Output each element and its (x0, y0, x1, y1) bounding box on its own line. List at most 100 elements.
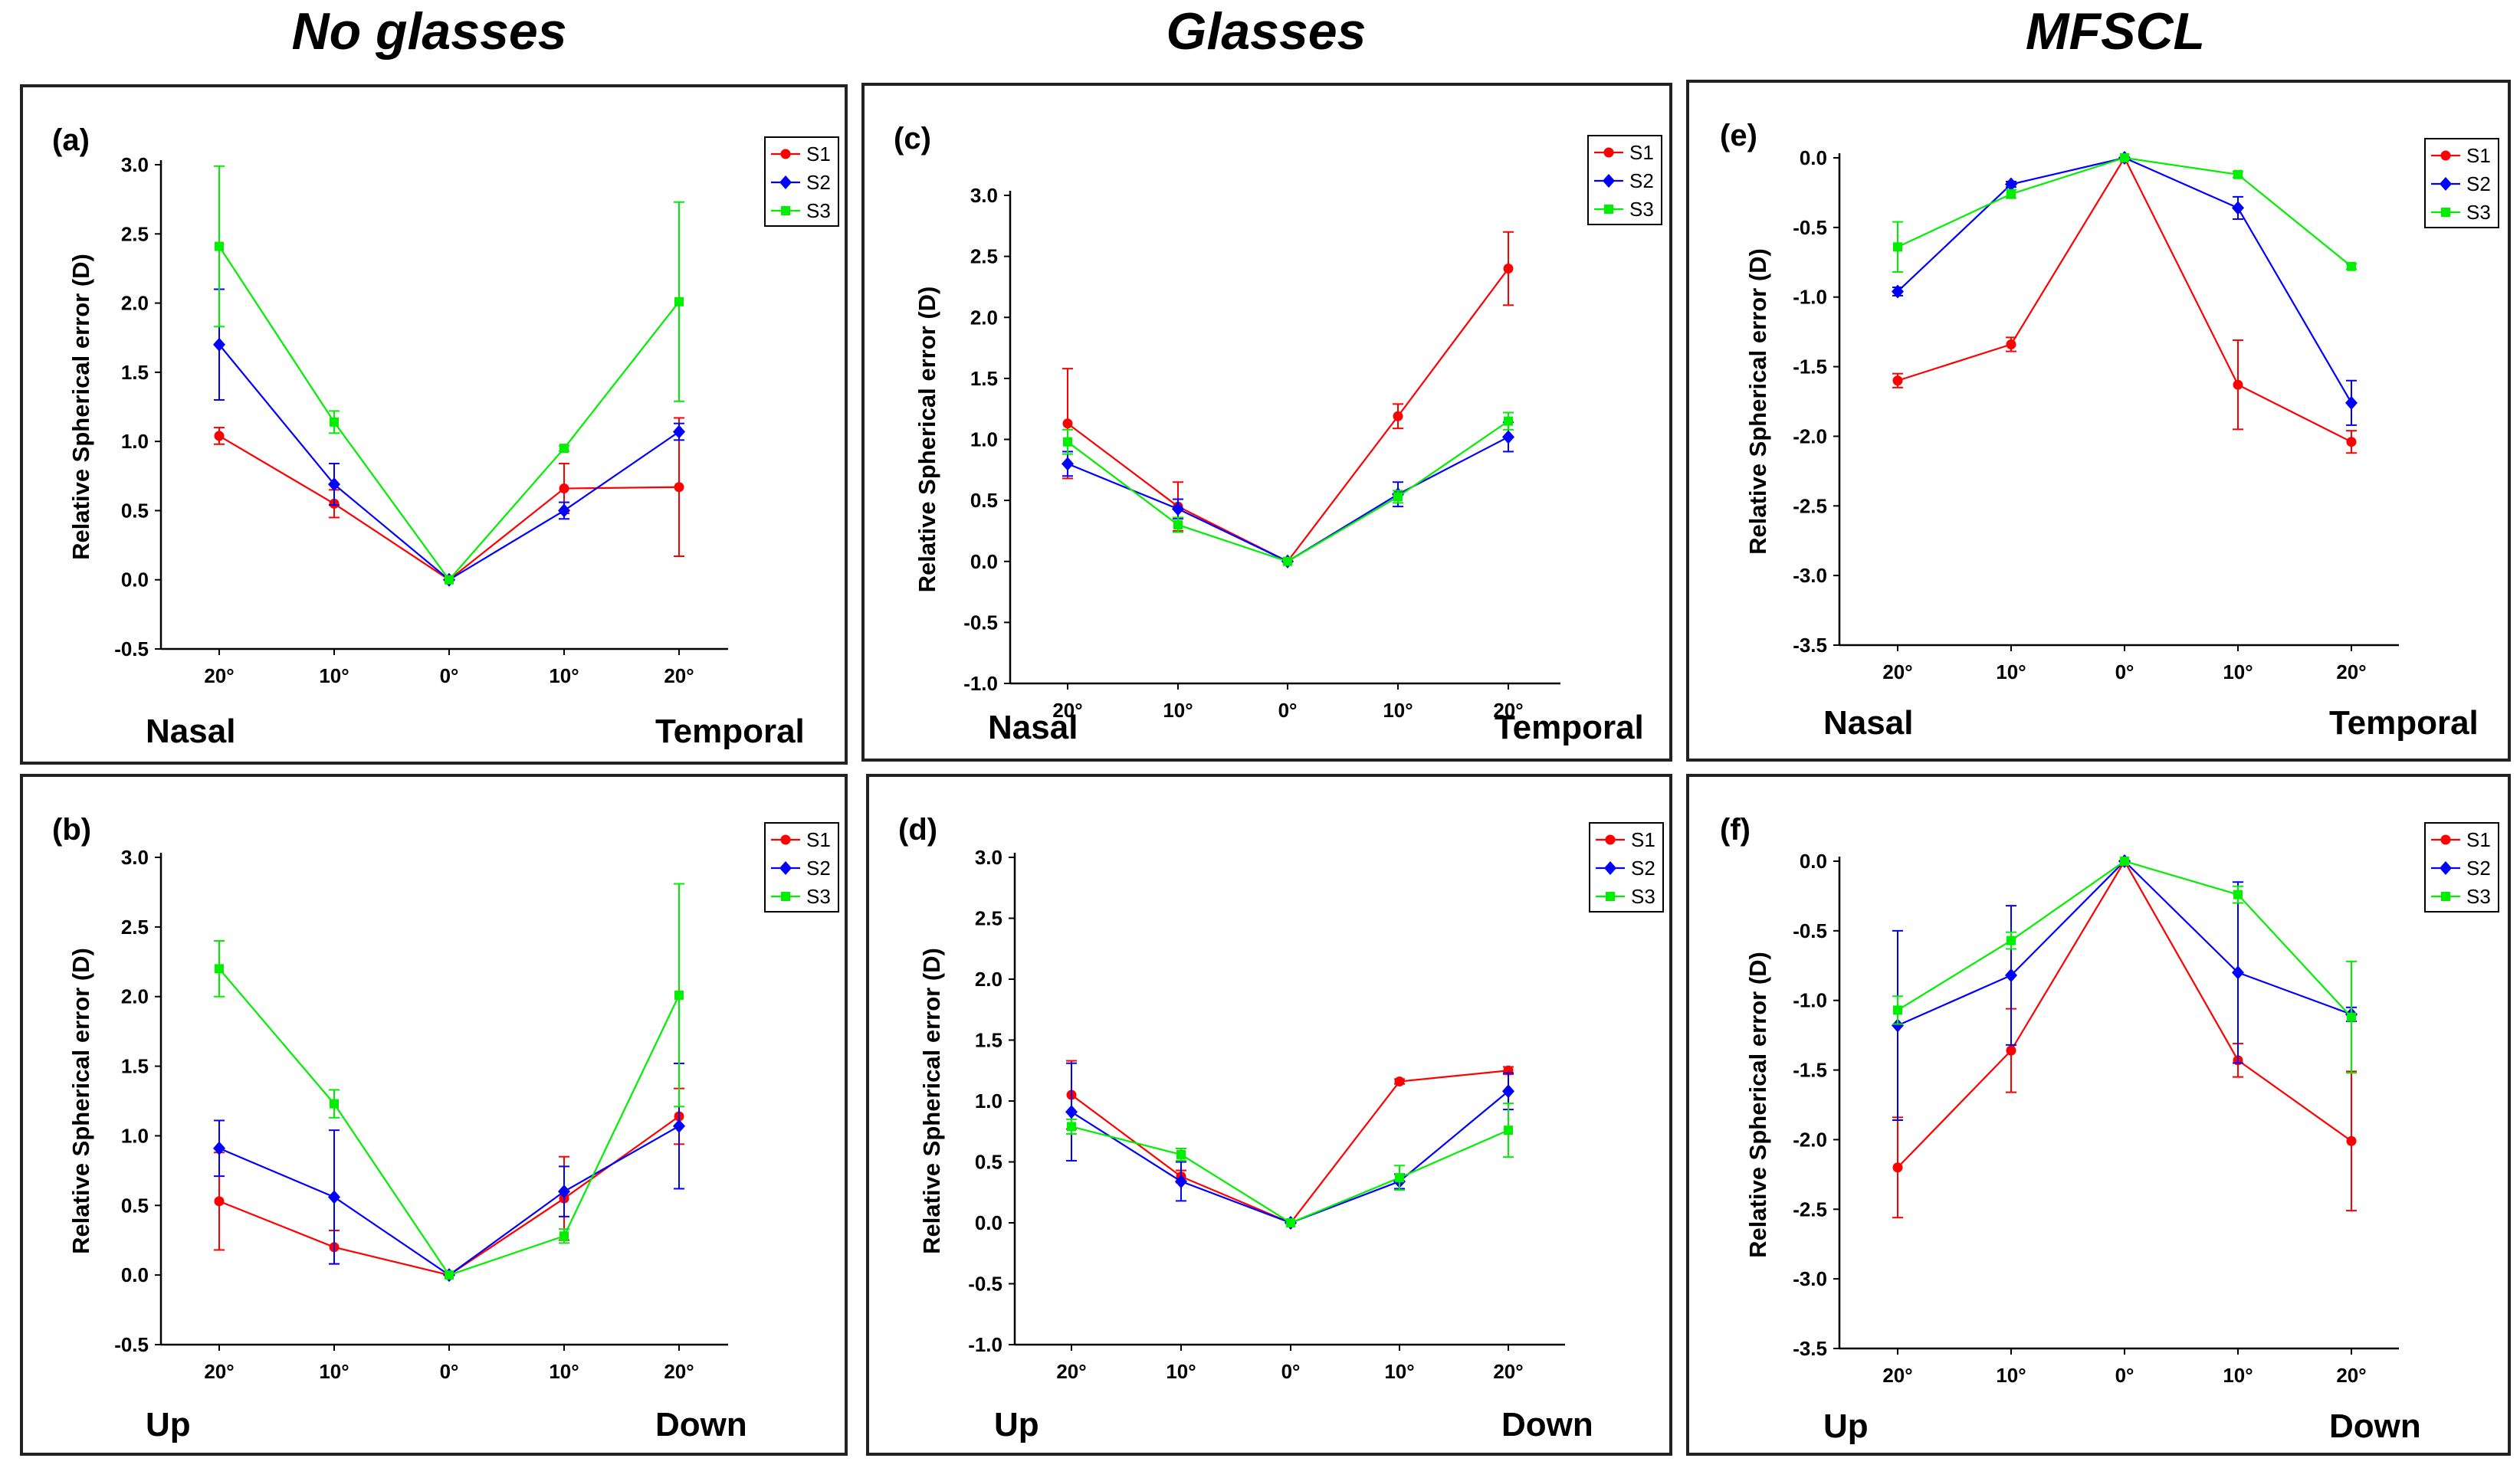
panel-label: (e) (1720, 119, 1757, 152)
y-tick-label: 3.0 (975, 846, 1002, 869)
data-point (445, 575, 454, 585)
series-s2 (1892, 854, 2358, 1121)
data-point (2120, 857, 2129, 866)
y-tick-label: 1.0 (121, 1124, 149, 1147)
data-point (1893, 242, 1902, 252)
legend-marker (2441, 208, 2450, 217)
data-point (2006, 189, 2016, 199)
y-tick-label: -3.5 (1793, 634, 1827, 657)
data-point (559, 444, 569, 454)
series-s3 (1066, 1103, 1514, 1227)
legend-label: S3 (2466, 201, 2491, 224)
legend-label: S3 (1629, 198, 1654, 221)
legend-marker (2440, 861, 2452, 875)
y-tick-label: -0.5 (114, 637, 149, 660)
legend-marker (780, 834, 791, 845)
y-tick-label: 0.0 (1800, 850, 1827, 873)
x-tick-label: 0° (440, 664, 459, 687)
data-point (2346, 437, 2357, 447)
data-point (214, 431, 225, 441)
chart-d: (d) -1.0 -0.5 0.0 0.5 1.0 1.5 2.0 2.5 3.0 20° 10° 0°… (898, 813, 1664, 1443)
data-point (1393, 411, 1403, 421)
legend-label: S1 (806, 828, 831, 851)
x-tick-label: 10° (1996, 660, 2026, 683)
data-point (213, 337, 225, 352)
x-tick-label: 10° (1163, 699, 1193, 722)
panel-b: (b) -0.5 0.0 0.5 1.0 1.5 2.0 2.5 3.0 20° 10° 0° 10° 2… (20, 774, 848, 1456)
legend-marker (1605, 834, 1616, 845)
y-tick-label: -2.5 (1793, 1198, 1827, 1221)
data-point (1503, 264, 1514, 274)
y-tick-label: 3.0 (970, 184, 998, 207)
y-tick-label: 1.0 (975, 1090, 1002, 1112)
panel-label: (c) (894, 122, 931, 156)
legend-marker (780, 149, 791, 159)
x-tick-label: 20° (2336, 1364, 2366, 1387)
x-tick-label: 10° (2223, 1364, 2253, 1387)
plot-group: (d) -1.0 -0.5 0.0 0.5 1.0 1.5 2.0 2.5 3.0 20° 10° 0°… (898, 813, 1664, 1443)
series-s1 (1062, 231, 1514, 567)
series-s1 (1892, 856, 2357, 1219)
data-point (1394, 1076, 1405, 1087)
direction-label: Down (2329, 1407, 2421, 1445)
data-point (328, 477, 340, 492)
x-tick-label: 20° (1493, 1360, 1523, 1383)
x-tick-label: 0° (2115, 660, 2134, 683)
series-line (218, 344, 680, 582)
direction-label: Down (655, 1406, 747, 1443)
legend-label: S1 (806, 143, 831, 165)
y-tick-label: -1.0 (968, 1333, 1002, 1356)
panel-label: (b) (52, 813, 91, 847)
y-tick-label: 0.5 (121, 1194, 149, 1217)
y-tick-label: 0.5 (121, 499, 149, 522)
x-tick-label: 20° (1056, 1360, 1086, 1383)
series-s3 (1892, 153, 2357, 274)
series-line (1071, 1126, 1509, 1224)
series-s3 (214, 883, 684, 1280)
data-point (1065, 1105, 1078, 1119)
legend-label: S2 (2466, 857, 2491, 880)
plot-group: (a) -0.5 0.0 0.5 1.0 1.5 2.0 2.5 3.0 20° 10° 0° 10° 2… (52, 123, 839, 750)
y-tick-label: -1.0 (1793, 286, 1827, 309)
y-tick-label: 2.0 (970, 306, 998, 329)
y-axis-label: Relative Spherical error (D) (918, 948, 945, 1254)
plot-group: (e) -3.5 -3.0 -2.5 -2.0 -1.5 -1.0 -0.5 0.0 20° 10°… (1720, 119, 2499, 742)
series-line (1071, 1070, 1509, 1224)
y-tick-label: -3.0 (1793, 1267, 1827, 1290)
panel-label: (a) (52, 123, 90, 157)
panel-e: (e) -3.5 -3.0 -2.5 -2.0 -1.5 -1.0 -0.5 0.0 20° 10°… (1686, 80, 2511, 762)
series-s3 (1892, 857, 2357, 1074)
series-s2 (213, 1062, 685, 1283)
series-line (1897, 156, 2352, 443)
legend: S1 S2 S3 (1589, 822, 1664, 913)
data-point (215, 964, 224, 974)
legend-label: S2 (1631, 857, 1655, 880)
data-point (674, 482, 684, 493)
data-point (1893, 1005, 1902, 1015)
data-point (558, 503, 570, 518)
data-point (215, 241, 224, 251)
data-point (330, 417, 339, 427)
series-line (1897, 859, 2352, 1168)
legend: S1 S2 S3 (2424, 138, 2499, 228)
y-tick-label: 0.0 (121, 1263, 149, 1286)
y-tick-label: -1.5 (1793, 1059, 1827, 1082)
legend-label: S3 (806, 199, 831, 222)
series-line (1897, 156, 2352, 404)
series-line (1067, 436, 1509, 562)
data-point (1504, 1126, 1513, 1135)
legend-marker (1604, 205, 1613, 214)
data-point (2233, 169, 2243, 179)
y-tick-label: -2.0 (1793, 1128, 1827, 1151)
data-point (1892, 1162, 1903, 1173)
y-tick-label: 1.0 (970, 428, 998, 451)
legend-marker (779, 861, 792, 875)
legend-marker (2440, 177, 2452, 191)
series-line (218, 245, 680, 582)
data-point (1504, 416, 1513, 426)
legend-label: S2 (806, 171, 831, 194)
data-point (1393, 492, 1403, 502)
data-point (213, 1141, 225, 1155)
x-tick-label: 20° (204, 1360, 234, 1383)
